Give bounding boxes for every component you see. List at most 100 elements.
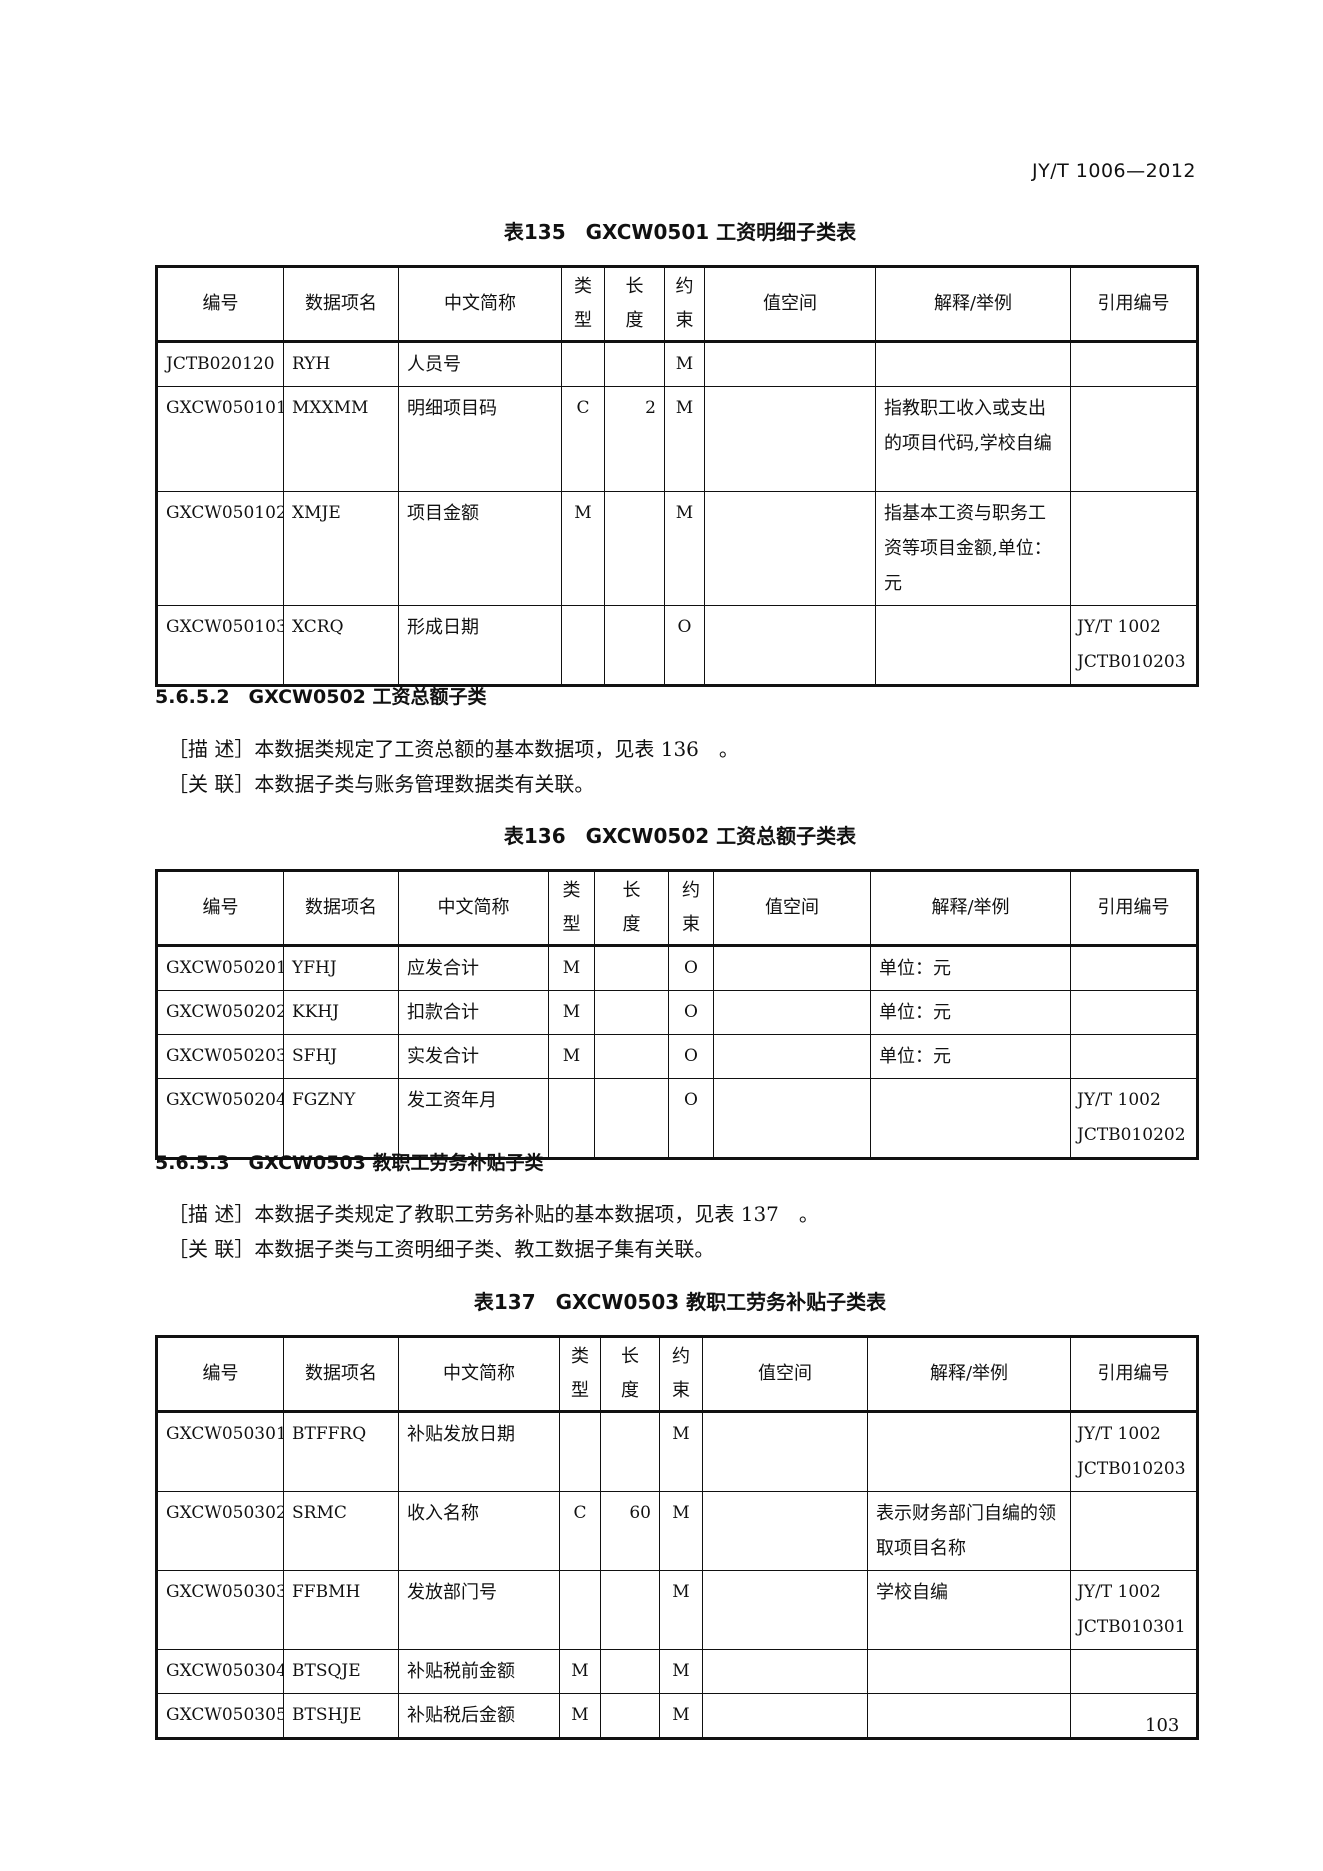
table-137-title: 表137 GXCW0503 教职工劳务补贴子类表 — [473, 1290, 887, 1314]
table-row: GXCW050203 SFHJ 实发合计 M O 单位：元 — [156, 1034, 1198, 1079]
table-row: JCTB020120 RYH 人员号 M — [156, 341, 1198, 387]
cell-item-name: SFHJ — [283, 1034, 399, 1079]
cell-constraint: M — [664, 386, 705, 492]
cell-chinese-name: 项目金额 — [398, 491, 562, 606]
table-header-row: 编号 数据项名 中文简称类 型长 度约 束值空间 解释/举例 引用编号 — [156, 266, 1198, 342]
table-row: GXCW050202 KKHJ 扣款合计 M O 单位：元 — [156, 990, 1198, 1035]
cell-chinese-name: 补贴税前金额 — [398, 1649, 560, 1694]
cell-reference — [1070, 341, 1198, 387]
cell-item-name: BTSHJE — [283, 1693, 399, 1739]
cell-length: 2 — [604, 386, 665, 492]
cell-length — [594, 945, 669, 991]
cell-constraint: O — [664, 605, 705, 686]
cell-type: C — [559, 1491, 601, 1571]
column-header-value-space: 值空间 — [713, 870, 871, 946]
cell-reference — [1070, 1491, 1198, 1571]
cell-code: GXCW050203 — [156, 1034, 284, 1079]
column-header-type: 类 型 — [559, 1336, 601, 1412]
cell-type — [548, 1078, 595, 1159]
column-header-chinese-name: 中文简称 — [398, 1336, 560, 1412]
table-135-title: 表135 GXCW0501 工资明细子类表 — [503, 220, 857, 244]
table-135: 编号 数据项名 中文简称类 型长 度约 束值空间 解释/举例 引用编号 JCTB02012… — [155, 265, 1199, 687]
column-header-type: 类 型 — [561, 266, 605, 342]
cell-chinese-name: 实发合计 — [398, 1034, 549, 1079]
cell-code: GXCW050305 — [156, 1693, 284, 1739]
cell-explanation: 单位：元 — [870, 1034, 1071, 1079]
cell-reference: JY/T 1002 JCTB010202 — [1070, 1078, 1198, 1159]
cell-code: GXCW050304 — [156, 1649, 284, 1694]
cell-length — [600, 1649, 660, 1694]
page-number: 103 — [1145, 1715, 1180, 1736]
cell-explanation — [867, 1649, 1071, 1694]
cell-code: JCTB020120 — [156, 341, 284, 387]
cell-length — [604, 491, 665, 606]
cell-reference — [1070, 1034, 1198, 1079]
document-code-header: JY/T 1006—2012 — [1032, 160, 1196, 182]
column-header-constraint: 约 束 — [664, 266, 705, 342]
cell-value-space — [713, 945, 871, 991]
cell-length — [600, 1411, 660, 1492]
cell-type: C — [561, 386, 605, 492]
table-137: 编号 数据项名 中文简称类 型长 度约 束值空间 解释/举例 引用编号 GXCW05030… — [155, 1335, 1199, 1740]
cell-explanation: 表示财务部门自编的领取项目名称 — [867, 1491, 1071, 1571]
table-header-row: 编号 数据项名 中文简称类 型长 度约 束值空间 解释/举例 引用编号 — [156, 1336, 1198, 1412]
cell-value-space — [704, 386, 876, 492]
column-header-code: 编号 — [156, 266, 284, 342]
column-header-explanation: 解释/举例 — [875, 266, 1071, 342]
column-header-type: 类 型 — [548, 870, 595, 946]
cell-length — [594, 990, 669, 1035]
cell-value-space — [713, 1034, 871, 1079]
cell-chinese-name: 发工资年月 — [398, 1078, 549, 1159]
table-header-row: 编号 数据项名 中文简称类 型长 度约 束值空间 解释/举例 引用编号 — [156, 870, 1198, 946]
column-header-length: 长 度 — [604, 266, 665, 342]
cell-type: M — [561, 491, 605, 606]
cell-value-space — [702, 1693, 868, 1739]
cell-item-name: SRMC — [283, 1491, 399, 1571]
cell-code: GXCW050103 — [156, 605, 284, 686]
section-5652-relation: ［关 联］本数据子类与账务管理数据类有关联。 — [168, 772, 595, 796]
cell-code: GXCW050204 — [156, 1078, 284, 1159]
cell-reference — [1070, 1693, 1198, 1739]
column-header-chinese-name: 中文简称 — [398, 870, 549, 946]
cell-length — [604, 341, 665, 387]
cell-item-name: XMJE — [283, 491, 399, 606]
cell-explanation — [875, 341, 1071, 387]
cell-explanation: 指教职工收入或支出的项目代码,学校自编 — [875, 386, 1071, 492]
cell-item-name: FGZNY — [283, 1078, 399, 1159]
cell-constraint: M — [659, 1491, 703, 1571]
column-header-value-space: 值空间 — [704, 266, 876, 342]
cell-chinese-name: 应发合计 — [398, 945, 549, 991]
column-header-item-name: 数据项名 — [283, 1336, 399, 1412]
cell-item-name: XCRQ — [283, 605, 399, 686]
cell-type — [559, 1570, 601, 1650]
cell-length — [600, 1570, 660, 1650]
cell-reference — [1070, 990, 1198, 1035]
cell-explanation — [867, 1693, 1071, 1739]
cell-type: M — [559, 1693, 601, 1739]
cell-item-name: MXXMM — [283, 386, 399, 492]
table-row: GXCW050305 BTSHJE 补贴税后金额 M M — [156, 1693, 1198, 1739]
column-header-reference: 引用编号 — [1070, 870, 1198, 946]
table-row: GXCW050302 SRMC 收入名称 C 60 M 表示财务部门自编的领取项目名称 — [156, 1491, 1198, 1571]
cell-explanation — [870, 1078, 1071, 1159]
section-heading-5652: 5.6.5.2 GXCW0502 工资总额子类 — [155, 686, 487, 708]
cell-chinese-name: 形成日期 — [398, 605, 562, 686]
cell-value-space — [713, 990, 871, 1035]
cell-value-space — [704, 605, 876, 686]
cell-item-name: RYH — [283, 341, 399, 387]
cell-type: M — [548, 1034, 595, 1079]
cell-type: M — [548, 945, 595, 991]
cell-code: GXCW050303 — [156, 1570, 284, 1650]
table-row: GXCW050301 BTFFRQ 补贴发放日期 M JY/T 1002 JCTB010… — [156, 1411, 1198, 1492]
column-header-constraint: 约 束 — [659, 1336, 703, 1412]
cell-chinese-name: 收入名称 — [398, 1491, 560, 1571]
cell-code: GXCW050102 — [156, 491, 284, 606]
cell-explanation: 单位：元 — [870, 990, 1071, 1035]
cell-constraint: M — [664, 491, 705, 606]
column-header-reference: 引用编号 — [1070, 1336, 1198, 1412]
cell-item-name: FFBMH — [283, 1570, 399, 1650]
cell-item-name: KKHJ — [283, 990, 399, 1035]
section-5652-description: ［描 述］本数据类规定了工资总额的基本数据项，见表 136 。 — [168, 737, 739, 761]
cell-code: GXCW050301 — [156, 1411, 284, 1492]
cell-explanation — [867, 1411, 1071, 1492]
